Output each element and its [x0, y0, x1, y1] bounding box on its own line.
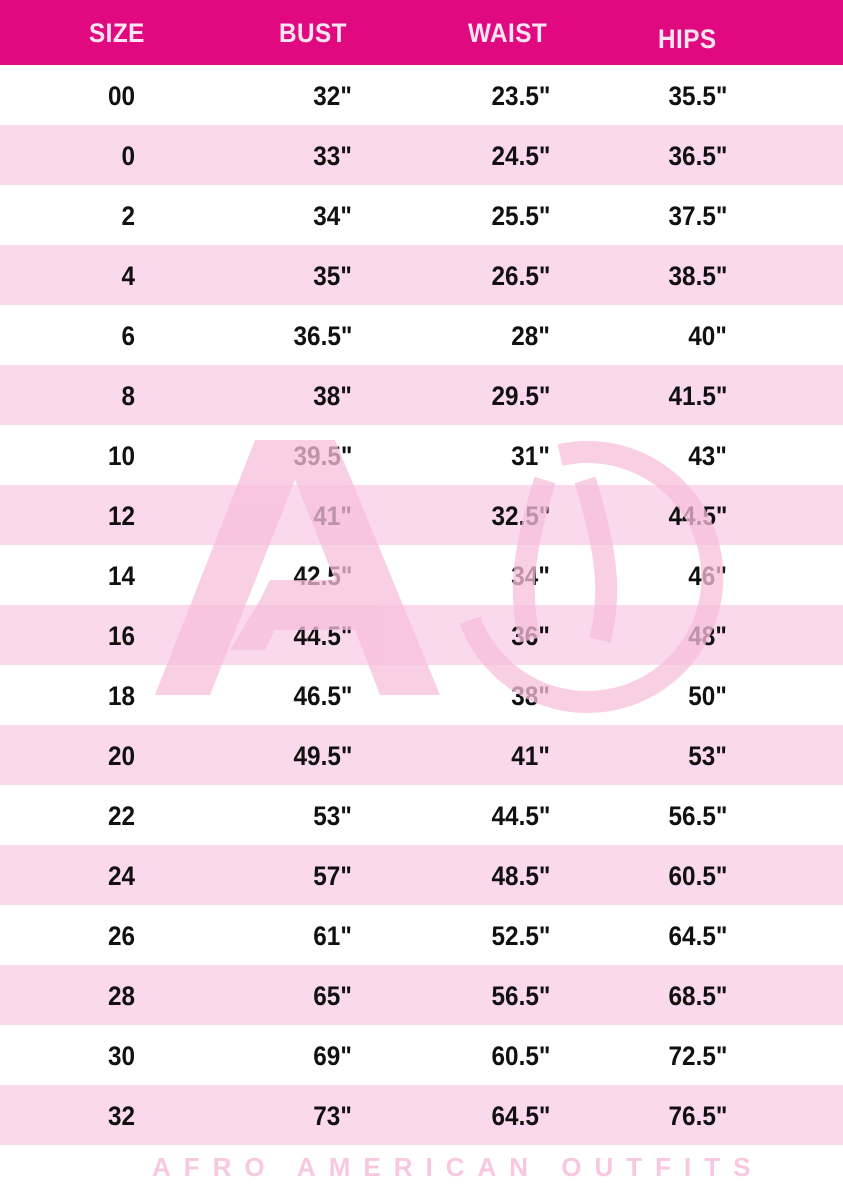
- size-cell: 32: [107, 1101, 135, 1131]
- watermark-text: AFRO AMERICAN OUTFITS: [152, 1152, 764, 1182]
- table-row: 10 39.5" 31" 43": [0, 425, 843, 485]
- hips-cell: 56.5": [668, 801, 727, 831]
- table-row: 16 44.5" 36" 48": [0, 605, 843, 665]
- bust-cell: 39.5": [293, 441, 352, 471]
- table-row: 4 35" 26.5" 38.5": [0, 245, 843, 305]
- hips-cell: 44.5": [668, 501, 727, 531]
- hips-cell: 50": [688, 681, 727, 711]
- waist-cell: 34": [511, 561, 550, 591]
- bust-cell: 46.5": [293, 681, 352, 711]
- bust-cell: 34": [313, 201, 352, 231]
- size-cell: 10: [107, 441, 135, 471]
- table-row: 30 69" 60.5" 72.5": [0, 1025, 843, 1085]
- size-cell: 0: [121, 141, 135, 171]
- table-row: 8 38" 29.5" 41.5": [0, 365, 843, 425]
- size-cell: 22: [107, 801, 135, 831]
- hips-cell: 41.5": [668, 381, 727, 411]
- hips-cell: 64.5": [668, 921, 727, 951]
- table-row: 12 41" 32.5" 44.5": [0, 485, 843, 545]
- hips-cell: 37.5": [668, 201, 727, 231]
- table-row: 32 73" 64.5" 76.5": [0, 1085, 843, 1145]
- hips-cell: 46": [688, 561, 727, 591]
- table-row: 6 36.5" 28" 40": [0, 305, 843, 365]
- waist-cell: 28": [511, 321, 550, 351]
- size-cell: 26: [107, 921, 135, 951]
- table-row: 18 46.5" 38" 50": [0, 665, 843, 725]
- waist-cell: 24.5": [491, 141, 550, 171]
- bust-cell: 38": [313, 381, 352, 411]
- hips-cell: 72.5": [668, 1041, 727, 1071]
- waist-cell: 48.5": [491, 861, 550, 891]
- hips-cell: 43": [688, 441, 727, 471]
- waist-cell: 29.5": [491, 381, 550, 411]
- bust-cell: 44.5": [293, 621, 352, 651]
- bust-cell: 53": [313, 801, 352, 831]
- waist-cell: 56.5": [491, 981, 550, 1011]
- table-row: 20 49.5" 41" 53": [0, 725, 843, 785]
- bust-cell: 49.5": [293, 741, 352, 771]
- bust-cell: 33": [313, 141, 352, 171]
- waist-cell: 36": [511, 621, 550, 651]
- bust-cell: 65": [313, 981, 352, 1011]
- header-bust: BUST: [279, 18, 347, 48]
- header-size: SIZE: [89, 18, 145, 48]
- hips-cell: 68.5": [668, 981, 727, 1011]
- hips-cell: 48": [688, 621, 727, 651]
- bust-cell: 69": [313, 1041, 352, 1071]
- waist-cell: 44.5": [491, 801, 550, 831]
- size-cell: 24: [107, 861, 135, 891]
- waist-cell: 32.5": [491, 501, 550, 531]
- table-row: 22 53" 44.5" 56.5": [0, 785, 843, 845]
- table-row: 0 33" 24.5" 36.5": [0, 125, 843, 185]
- waist-cell: 25.5": [491, 201, 550, 231]
- bust-cell: 57": [313, 861, 352, 891]
- size-cell: 00: [107, 81, 135, 111]
- bust-cell: 36.5": [293, 321, 352, 351]
- header-hips: HIPS: [658, 24, 717, 54]
- table-row: 2 34" 25.5" 37.5": [0, 185, 843, 245]
- size-cell: 18: [107, 681, 135, 711]
- waist-cell: 26.5": [491, 261, 550, 291]
- size-cell: 28: [107, 981, 135, 1011]
- table-row: 00 32" 23.5" 35.5": [0, 65, 843, 125]
- bust-cell: 35": [313, 261, 352, 291]
- hips-cell: 76.5": [668, 1101, 727, 1131]
- waist-cell: 38": [511, 681, 550, 711]
- table-row: 24 57" 48.5" 60.5": [0, 845, 843, 905]
- size-cell: 6: [121, 321, 135, 351]
- table-header: SIZE BUST WAIST HIPS: [0, 0, 843, 65]
- bust-cell: 61": [313, 921, 352, 951]
- bust-cell: 73": [313, 1101, 352, 1131]
- header-waist: WAIST: [468, 18, 548, 48]
- bust-cell: 41": [313, 501, 352, 531]
- size-cell: 12: [107, 501, 135, 531]
- hips-cell: 60.5": [668, 861, 727, 891]
- size-cell: 2: [121, 201, 135, 231]
- waist-cell: 52.5": [491, 921, 550, 951]
- hips-cell: 53": [688, 741, 727, 771]
- table-row: 28 65" 56.5" 68.5": [0, 965, 843, 1025]
- waist-cell: 64.5": [491, 1101, 550, 1131]
- hips-cell: 36.5": [668, 141, 727, 171]
- size-cell: 4: [121, 261, 135, 291]
- size-cell: 20: [107, 741, 135, 771]
- waist-cell: 31": [511, 441, 550, 471]
- hips-cell: 35.5": [668, 81, 727, 111]
- hips-cell: 40": [688, 321, 727, 351]
- hips-cell: 38.5": [668, 261, 727, 291]
- size-cell: 30: [107, 1041, 135, 1071]
- waist-cell: 41": [511, 741, 550, 771]
- bust-cell: 32": [313, 81, 352, 111]
- size-table: 00 32" 23.5" 35.5" 0 33" 24.5" 36.5" 2 34" 25.5" 37…: [0, 65, 843, 1145]
- size-cell: 16: [107, 621, 135, 651]
- bust-cell: 42.5": [293, 561, 352, 591]
- size-cell: 8: [121, 381, 135, 411]
- table-row: 14 42.5" 34" 46": [0, 545, 843, 605]
- table-row: 26 61" 52.5" 64.5": [0, 905, 843, 965]
- waist-cell: 60.5": [491, 1041, 550, 1071]
- waist-cell: 23.5": [491, 81, 550, 111]
- size-cell: 14: [107, 561, 135, 591]
